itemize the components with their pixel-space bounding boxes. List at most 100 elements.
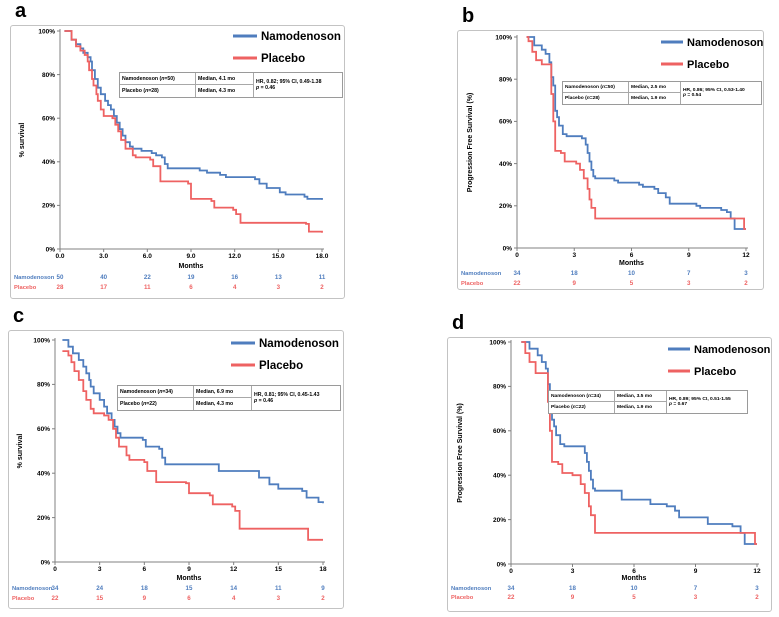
y-tick-label: 100%: [33, 337, 50, 344]
series-namodenoson: [526, 36, 746, 230]
legend-label-placebo: Placebo: [259, 360, 303, 372]
at-risk-value: 6: [187, 595, 191, 602]
at-risk-value: 11: [275, 585, 282, 592]
at-risk-value: 7: [687, 270, 691, 277]
panel-c-stats-table: Namodenoson (n =34) Median, 6.9 mo Placebo …: [117, 385, 341, 411]
x-tick-label: 6.0: [143, 253, 152, 260]
y-tick-label: 0%: [503, 245, 513, 252]
at-risk-value: 15: [96, 595, 103, 602]
legend-label-namodenoson: Namodenoson: [259, 338, 339, 350]
hr-text: HR, 0.89; 95% CI, 0.51-1.55: [669, 397, 731, 402]
x-tick-label: 0: [509, 568, 513, 575]
stats-hr-cell: HR, 0.89; 95% CI, 0.51-1.55 p = 0.67: [667, 391, 747, 413]
at-risk-value: 3: [277, 284, 281, 291]
panel-d: d 0% 20% 40% 60% 80% 100% 0 3 6 9 12 Months Progress…: [447, 312, 772, 612]
legend-label-namodenoson: Namodenoson: [687, 37, 764, 49]
series-placebo: [526, 36, 746, 230]
at-risk-value: 18: [569, 585, 576, 592]
at-risk-value: 18: [141, 585, 148, 592]
x-tick-label: 12.0: [228, 253, 241, 260]
hr-text: HR, 0.86; 95% CI, 0.53-1.40: [683, 88, 745, 93]
x-tick-label: 6: [143, 566, 147, 573]
at-risk-value: 9: [143, 595, 147, 602]
panel-a-stats-table: Namodenoson (n =50) Median, 4.1 mo Placebo …: [119, 72, 343, 98]
stats-cell: Median, 4.1 mo: [196, 73, 254, 85]
legend-label-placebo: Placebo: [694, 366, 736, 378]
legend-label-namodenoson: Namodenoson: [261, 31, 341, 43]
at-risk-value: 22: [514, 280, 521, 287]
x-tick-label: 3: [571, 568, 575, 575]
at-risk-value: 4: [233, 284, 237, 291]
at-risk-name-placebo: Placebo: [451, 595, 474, 601]
x-tick-label: 15: [275, 566, 283, 573]
x-tick-label: 6: [632, 568, 636, 575]
stats-hr-cell: HR, 0.81; 95% CI, 0.45-1.43 p = 0.46: [252, 386, 340, 410]
y-tick-label: 40%: [37, 471, 50, 478]
x-tick-label: 0: [53, 566, 57, 573]
at-risk-value: 14: [230, 585, 237, 592]
series-placebo: [521, 341, 757, 545]
legend-label-namodenoson: Namodenoson: [694, 344, 771, 356]
at-risk-value: 3: [277, 595, 281, 602]
y-tick-label: 60%: [493, 428, 506, 435]
at-risk-value: 15: [186, 585, 193, 592]
y-tick-label: 0%: [46, 246, 56, 253]
panel-b-stats-table: Namodenoson (n =50) Median, 2.5 mo Placebo …: [562, 81, 762, 105]
panel-d-stats-table: Namodenoson (n =34) Median, 3.5 mo Placebo …: [548, 390, 748, 414]
at-risk-value: 2: [755, 594, 759, 601]
stats-cell: Placebo (n =22): [118, 398, 194, 410]
at-risk-value: 3: [744, 270, 748, 277]
at-risk-value: 50: [57, 274, 64, 281]
panel-d-letter: d: [452, 312, 465, 334]
x-tick-label: 3: [572, 252, 576, 259]
at-risk-value: 16: [231, 274, 238, 281]
y-tick-label: 0%: [41, 559, 51, 566]
panel-c: c 0% 20% 40% 60% 80% 100% 0 3 6 9 12 15 18 Months % su…: [8, 305, 344, 609]
stats-cell: Placebo (n =28): [120, 85, 196, 97]
at-risk-name-placebo: Placebo: [12, 596, 35, 602]
y-axis-title: Progression Free Survival (%): [467, 93, 474, 193]
y-tick-label: 20%: [493, 517, 506, 524]
x-tick-label: 15.0: [272, 253, 285, 260]
stats-cell: Namodenoson (n =50): [120, 73, 196, 85]
at-risk-value: 9: [321, 585, 325, 592]
y-tick-label: 20%: [42, 203, 55, 210]
at-risk-value: 7: [694, 585, 698, 592]
x-tick-label: 3.0: [99, 253, 108, 260]
panel-c-letter: c: [13, 305, 25, 327]
at-risk-value: 22: [508, 594, 515, 601]
at-risk-value: 17: [100, 284, 107, 291]
y-tick-label: 100%: [38, 28, 55, 35]
stats-cell: Placebo (n =22): [549, 402, 615, 413]
at-risk-name-namodenoson: Namodenoson: [461, 271, 502, 277]
x-tick-label: 3: [98, 566, 102, 573]
at-risk-value: 9: [571, 594, 575, 601]
at-risk-value: 13: [275, 274, 282, 281]
stats-cell: Median, 3.5 mo: [615, 391, 667, 402]
stats-cell: Median, 1.9 mo: [615, 402, 667, 413]
p-value-text: p = 0.54: [683, 93, 702, 98]
x-tick-label: 18.0: [316, 253, 329, 260]
x-axis-title: Months: [619, 260, 644, 267]
legend-label-placebo: Placebo: [261, 53, 305, 65]
y-tick-label: 80%: [37, 382, 50, 389]
stats-cell: Median, 6.9 mo: [194, 386, 252, 398]
y-tick-label: 100%: [495, 34, 512, 41]
at-risk-value: 34: [52, 585, 59, 592]
x-tick-label: 12: [230, 566, 238, 573]
at-risk-value: 2: [320, 284, 324, 291]
p-value-text: p = 0.46: [254, 398, 274, 404]
at-risk-value: 11: [319, 274, 326, 281]
x-tick-label: 12: [742, 252, 750, 259]
panel-b: b 0% 20% 40% 60% 80% 100% 0 3 6 9 12 Months Progress…: [457, 5, 764, 290]
at-risk-value: 28: [57, 284, 64, 291]
hr-text: HR, 0.82; 95% CI, 0.49-1.38: [256, 79, 322, 85]
y-axis-title: Progression Free Survival (%): [457, 403, 464, 503]
x-tick-label: 12: [753, 568, 761, 575]
x-tick-label: 9: [687, 252, 691, 259]
stats-cell: Median, 2.5 mo: [629, 82, 681, 93]
stats-cell: Namodenoson (n =34): [549, 391, 615, 402]
at-risk-value: 40: [100, 274, 107, 281]
series-namodenoson: [64, 30, 323, 200]
